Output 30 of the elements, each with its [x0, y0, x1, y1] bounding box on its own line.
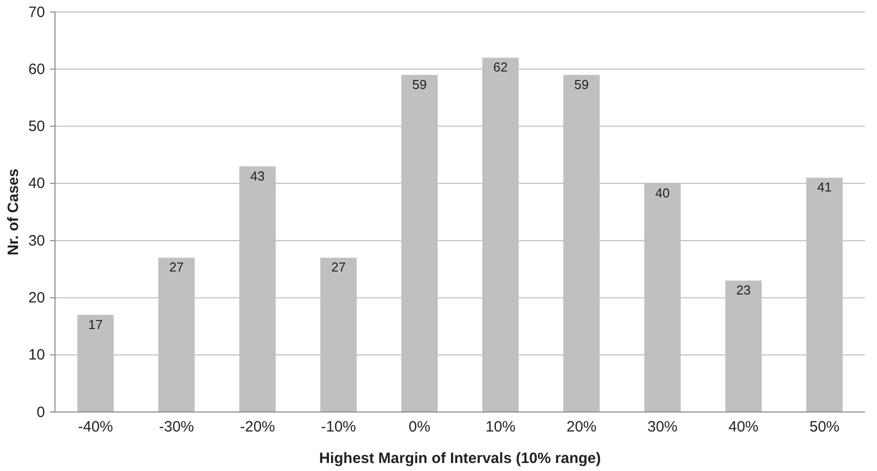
- data-label: 23: [736, 282, 751, 298]
- x-tick-label: 0%: [408, 418, 430, 436]
- y-tick-label: 0: [36, 404, 45, 421]
- y-axis-title: Nr. of Cases: [5, 168, 22, 256]
- x-tick-label: 40%: [728, 418, 759, 436]
- x-tick-label: -30%: [158, 418, 194, 436]
- y-tick-label: 70: [28, 4, 45, 21]
- data-label: 59: [412, 76, 427, 92]
- data-label: 41: [817, 180, 832, 195]
- data-label: 27: [331, 260, 346, 275]
- data-label: 17: [88, 316, 103, 332]
- x-tick-label: 20%: [566, 418, 597, 436]
- data-label: 59: [574, 76, 589, 92]
- y-tick-label: 60: [28, 60, 45, 78]
- data-label: 27: [169, 260, 184, 275]
- y-tick-label: 30: [28, 232, 45, 250]
- x-tick-label: 30%: [647, 418, 678, 436]
- x-axis-title: Highest Margin of Intervals (10% range): [319, 450, 601, 467]
- data-label: 43: [250, 168, 265, 184]
- y-tick-label: 10: [28, 346, 45, 364]
- x-tick-label: -10%: [320, 418, 356, 436]
- x-tick-label: -40%: [78, 418, 114, 436]
- x-tick-label: 50%: [809, 418, 840, 436]
- y-tick-label: 20: [28, 290, 45, 307]
- x-tick-label: 10%: [485, 418, 516, 436]
- x-tick-label: -20%: [240, 418, 276, 436]
- y-tick-label: 50: [28, 118, 45, 136]
- data-label: 40: [655, 185, 670, 200]
- data-label: 62: [493, 60, 508, 75]
- y-tick-label: 40: [28, 175, 45, 192]
